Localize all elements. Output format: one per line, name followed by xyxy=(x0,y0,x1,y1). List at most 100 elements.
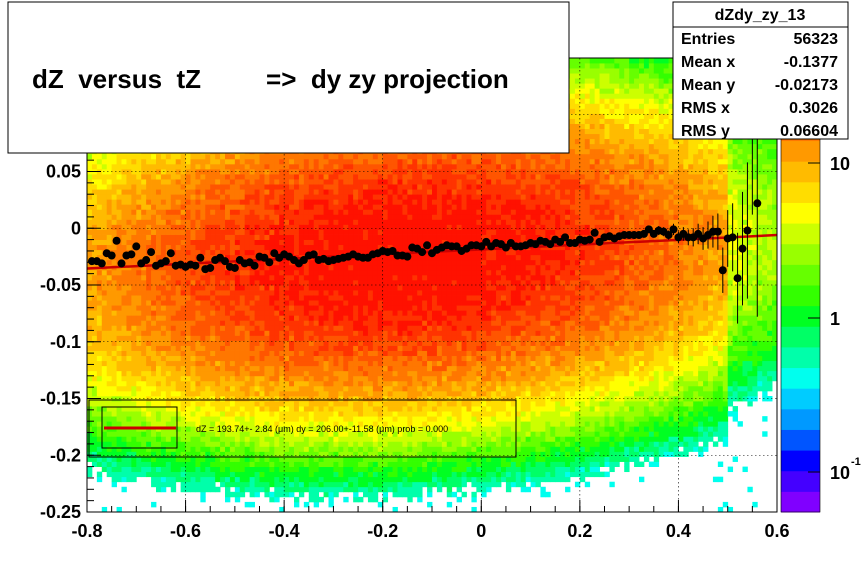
heat-cell xyxy=(294,335,300,341)
heat-cell xyxy=(318,310,324,316)
heat-cell xyxy=(106,446,113,452)
heat-cell xyxy=(274,375,280,382)
heat-cell xyxy=(106,330,113,336)
heat-cell xyxy=(259,395,265,402)
heat-cell xyxy=(313,174,320,180)
heat-cell xyxy=(323,279,329,286)
heat-cell xyxy=(249,330,255,336)
heat-cell xyxy=(106,390,113,397)
heat-cell xyxy=(195,466,201,473)
heat-cell xyxy=(91,285,98,291)
heat-cell xyxy=(185,174,191,180)
heat-cell xyxy=(175,184,182,190)
heat-cell xyxy=(289,370,295,377)
heat-cell xyxy=(333,461,339,467)
heat-cell xyxy=(195,481,201,488)
heat-cell xyxy=(279,401,285,407)
heat-cell xyxy=(284,416,290,422)
heat-cell xyxy=(318,199,324,205)
heat-cell xyxy=(274,174,280,180)
heat-cell xyxy=(210,179,216,185)
heat-cell xyxy=(298,264,305,271)
heat-cell xyxy=(190,168,196,175)
heat-cell xyxy=(298,340,305,346)
heat-cell xyxy=(353,285,359,291)
heat-cell xyxy=(126,330,132,336)
heat-cell xyxy=(308,401,315,407)
heat-cell xyxy=(185,184,191,190)
heat-cell xyxy=(229,375,236,382)
heat-cell xyxy=(318,229,324,235)
heat-cell xyxy=(294,168,300,175)
heat-cell xyxy=(313,239,320,246)
heat-cell xyxy=(156,471,162,478)
heat-cell xyxy=(338,471,344,478)
heat-cell xyxy=(220,295,226,301)
heat-cell xyxy=(303,290,310,296)
heat-cell xyxy=(343,360,349,367)
heat-cell xyxy=(141,279,147,286)
heat-cell xyxy=(160,234,167,240)
heat-cell xyxy=(239,466,246,473)
heat-cell xyxy=(205,295,211,301)
heat-cell xyxy=(151,481,157,488)
heat-cell xyxy=(156,295,162,301)
heat-cell xyxy=(91,174,98,180)
heat-cell xyxy=(205,315,211,321)
heat-cell xyxy=(303,411,310,417)
heat-cell xyxy=(106,279,113,286)
heat-cell xyxy=(175,476,182,483)
heat-cell xyxy=(121,229,127,235)
heat-cell xyxy=(146,325,152,331)
heat-cell xyxy=(333,179,339,185)
heat-cell xyxy=(215,315,221,321)
heat-cell xyxy=(215,290,221,296)
heat-cell xyxy=(165,325,172,331)
heat-cell xyxy=(136,345,142,351)
heat-cell xyxy=(225,254,231,261)
heat-cell xyxy=(175,325,182,331)
heat-cell xyxy=(141,406,147,412)
heat-cell xyxy=(323,153,329,160)
heat-cell xyxy=(254,214,260,220)
heat-cell xyxy=(190,345,196,351)
heat-cell xyxy=(254,380,260,387)
heat-cell xyxy=(328,179,334,185)
heat-cell xyxy=(234,330,241,336)
heat-cell xyxy=(294,411,300,417)
heat-cell xyxy=(343,163,349,170)
heat-cell xyxy=(185,239,191,246)
heat-cell xyxy=(229,224,236,230)
heat-cell xyxy=(215,158,221,165)
heat-cell xyxy=(313,153,320,160)
heat-cell xyxy=(116,310,122,316)
heat-cell xyxy=(141,355,147,362)
heat-cell xyxy=(298,305,305,311)
heat-cell xyxy=(131,189,137,195)
heat-cell xyxy=(363,350,369,357)
heat-cell xyxy=(358,451,364,457)
heat-cell xyxy=(131,229,137,235)
heat-cell xyxy=(333,406,339,412)
heat-cell xyxy=(264,295,270,301)
heat-cell xyxy=(165,330,172,336)
heat-cell xyxy=(249,254,255,261)
heat-cell xyxy=(249,491,255,498)
heat-cell xyxy=(279,174,285,180)
heat-cell xyxy=(289,365,295,372)
heat-cell xyxy=(160,153,167,160)
heat-cell xyxy=(136,441,142,447)
heat-cell xyxy=(259,360,265,367)
heat-cell xyxy=(303,370,310,377)
heat-cell xyxy=(284,163,290,170)
heat-cell xyxy=(180,476,186,483)
heat-cell xyxy=(141,184,147,190)
heat-cell xyxy=(239,471,246,478)
heat-cell xyxy=(244,305,251,311)
heat-cell xyxy=(121,411,127,417)
heat-cell xyxy=(298,209,305,215)
heat-cell xyxy=(126,300,132,306)
heat-cell xyxy=(363,461,369,467)
heat-cell xyxy=(259,486,265,493)
heat-cell xyxy=(303,239,310,246)
